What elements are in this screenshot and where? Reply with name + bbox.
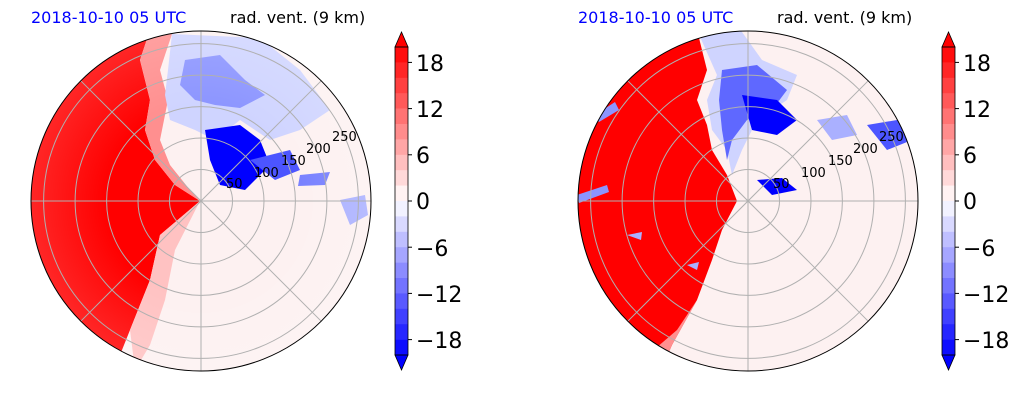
- colorbar-extend-min: [941, 354, 956, 372]
- colorbar-band: [395, 108, 408, 125]
- colorbar-band: [942, 93, 955, 109]
- radial-tick-label: 150: [281, 154, 306, 169]
- colorbar-tick-label: 6: [416, 144, 430, 169]
- colorbar-tick-label: −6: [963, 237, 995, 262]
- colorbar-band: [395, 62, 408, 79]
- colorbar-tick-label: 18: [416, 52, 444, 77]
- radial-tick-label: 250: [332, 130, 357, 145]
- colorbar-tick-label: 0: [416, 190, 430, 215]
- colorbar-band: [395, 77, 408, 94]
- colorbar-band: [942, 170, 955, 186]
- variable-label: rad. vent. (9 km): [777, 8, 913, 27]
- colorbar-extend-max: [941, 30, 956, 48]
- colorbar-band: [942, 231, 955, 248]
- colorbar-tick-labels: 18 12 6 0 −6 −12 −18: [408, 52, 462, 354]
- chart-panel-left: 2018-10-10 05 UTC rad. vent. (9 km): [30, 8, 462, 372]
- colorbar-band: [395, 339, 408, 356]
- colorbar-band: [942, 124, 955, 140]
- colorbar-band: [395, 201, 408, 217]
- colorbar-band: [395, 47, 408, 63]
- colorbar-band: [395, 324, 408, 340]
- radial-tick-label: 150: [828, 154, 853, 169]
- colorbar-band: [395, 139, 408, 156]
- colorbar-extend-min: [394, 354, 409, 372]
- colorbar-band: [942, 247, 955, 263]
- colorbar-tick-label: 0: [963, 190, 977, 215]
- plot-border: [30, 30, 372, 372]
- colorbar-band: [395, 278, 408, 294]
- colorbar-band: [942, 308, 955, 325]
- radial-tick-labels: 50 100 150 200 250: [773, 130, 904, 192]
- colorbar-band: [942, 185, 955, 202]
- colorbar-band: [942, 262, 955, 279]
- colorbar-band: [395, 262, 408, 279]
- colorbar-band: [942, 47, 955, 63]
- colorbar-bands: [395, 47, 408, 356]
- colorbar-band: [395, 154, 408, 171]
- colorbar-band: [395, 216, 408, 233]
- colorbar: 18 12 6 0 −6 −12 −18: [941, 30, 1009, 372]
- radial-tick-label: 200: [306, 142, 331, 157]
- colorbar-tick-label: −6: [416, 237, 448, 262]
- colorbar-tick-label: 12: [963, 98, 991, 123]
- colorbar-band: [942, 216, 955, 233]
- radial-tick-label: 50: [773, 177, 790, 192]
- polar-grid: [578, 31, 918, 371]
- colorbar-band: [395, 185, 408, 202]
- colorbar-band: [942, 77, 955, 94]
- colorbar-band: [942, 62, 955, 79]
- colorbar-band: [395, 170, 408, 186]
- time-label: 2018-10-10 05 UTC: [31, 8, 187, 27]
- colorbar-band: [395, 247, 408, 263]
- variable-label: rad. vent. (9 km): [230, 8, 366, 27]
- polar-plot-right: 50 100 150 200 250 18 12 6 0 −6: [577, 30, 1009, 372]
- colorbar-band: [395, 124, 408, 140]
- radial-tick-label: 100: [254, 166, 279, 181]
- radial-tick-label: 50: [226, 177, 243, 192]
- plot-border: [577, 30, 919, 372]
- colorbar-band: [942, 278, 955, 294]
- polar-plot-left: 50 100 150 200 250 18 12 6 0 −6: [30, 30, 462, 372]
- radial-tick-label: 200: [853, 142, 878, 157]
- colorbar-bands: [942, 47, 955, 356]
- colorbar-tick-label: −12: [416, 283, 462, 308]
- colorbar-tick-label: −18: [963, 329, 1009, 354]
- colorbar-tick-label: 6: [963, 144, 977, 169]
- colorbar-tick-labels: 18 12 6 0 −6 −12 −18: [955, 52, 1009, 354]
- colorbar-band: [395, 93, 408, 109]
- radial-tick-label: 100: [801, 166, 826, 181]
- colorbar-band: [942, 154, 955, 171]
- colorbar-band: [395, 308, 408, 325]
- colorbar-band: [395, 231, 408, 248]
- chart-panel-right: 2018-10-10 05 UTC rad. vent. (9 km): [547, 0, 1028, 401]
- colorbar-band: [942, 201, 955, 217]
- radial-tick-labels: 50 100 150 200 250: [226, 130, 357, 192]
- colorbar-tick-label: 18: [963, 52, 991, 77]
- polar-grid: [31, 31, 371, 371]
- colorbar-band: [942, 108, 955, 125]
- colorbar-tick-label: −18: [416, 329, 462, 354]
- colorbar-tick-label: 12: [416, 98, 444, 123]
- colorbar-band: [395, 293, 408, 310]
- colorbar-extend-max: [394, 30, 409, 48]
- colorbar-band: [942, 293, 955, 310]
- colorbar-band: [942, 339, 955, 356]
- colorbar-band: [942, 324, 955, 340]
- colorbar-tick-label: −12: [963, 283, 1009, 308]
- time-label: 2018-10-10 05 UTC: [578, 8, 734, 27]
- colorbar-band: [942, 139, 955, 156]
- radial-tick-label: 250: [879, 130, 904, 145]
- colorbar: 18 12 6 0 −6 −12 −18: [394, 30, 462, 372]
